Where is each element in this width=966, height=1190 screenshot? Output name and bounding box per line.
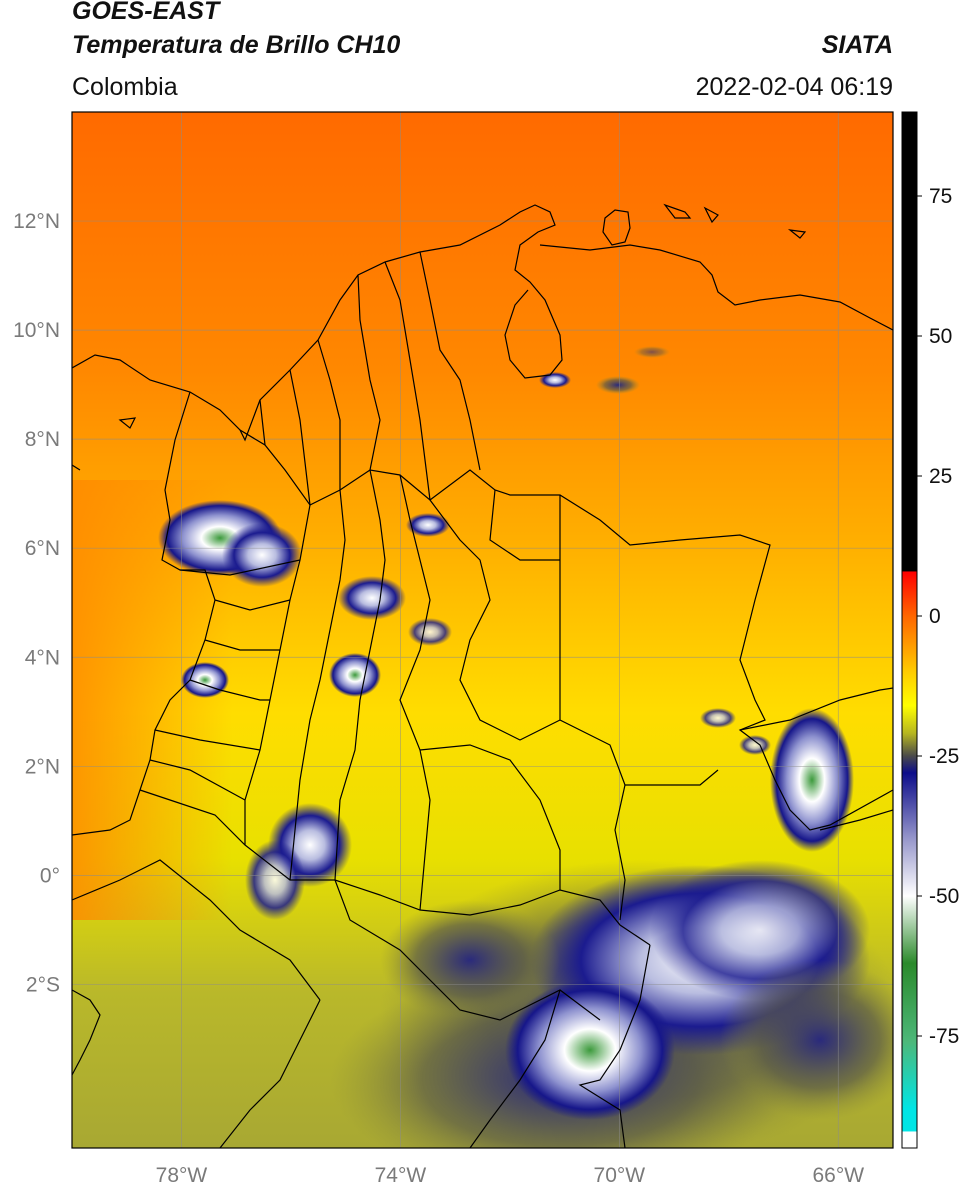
satellite-title: GOES-EAST (72, 0, 220, 25)
colorbar-tick-label: 25 (929, 465, 952, 488)
colorbar-tick-label: -75 (929, 1025, 959, 1048)
lon-tick-label: 74°W (375, 1164, 427, 1187)
colorbar-tick-label: 0 (929, 605, 941, 628)
lat-tick-label: 2°S (26, 973, 60, 996)
colorbar-tick-label: 50 (929, 325, 952, 348)
lon-tick-label: 70°W (594, 1164, 646, 1187)
datetime-label: 2022-02-04 06:19 (695, 73, 893, 101)
colorbar-scale (901, 111, 918, 1149)
lat-tick-label: 4°N (25, 646, 60, 669)
lat-tick-label: 2°N (25, 755, 60, 778)
product-title: Temperatura de Brillo CH10 (72, 31, 401, 59)
lon-tick-label: 78°W (156, 1164, 208, 1187)
lat-tick-label: 8°N (25, 428, 60, 451)
region-label: Colombia (72, 73, 178, 101)
brand-label: SIATA (821, 31, 893, 59)
lat-tick-labels: 12°N 10°N 8°N 6°N 4°N 2°N 0° 2°S (13, 210, 60, 996)
lon-tick-labels: 78°W 74°W 70°W 66°W (156, 1164, 865, 1187)
colorbar-tick-label: -25 (929, 745, 959, 768)
plot-frame (71, 111, 894, 1149)
lat-tick-label: 6°N (25, 537, 60, 560)
lon-tick-label: 66°W (812, 1164, 864, 1187)
gridlines (72, 112, 893, 1148)
lat-tick-label: 12°N (13, 210, 60, 233)
lat-tick-label: 0° (40, 864, 60, 887)
temperature-field (72, 112, 893, 1148)
coastline-borders (72, 203, 893, 1148)
lat-tick-label: 10°N (13, 319, 60, 342)
colorbar-tick-label: 75 (929, 185, 952, 208)
colorbar: 75 50 25 0 -25 -50 -75 (901, 111, 959, 1149)
colorbar-tick-label: -50 (929, 885, 959, 908)
